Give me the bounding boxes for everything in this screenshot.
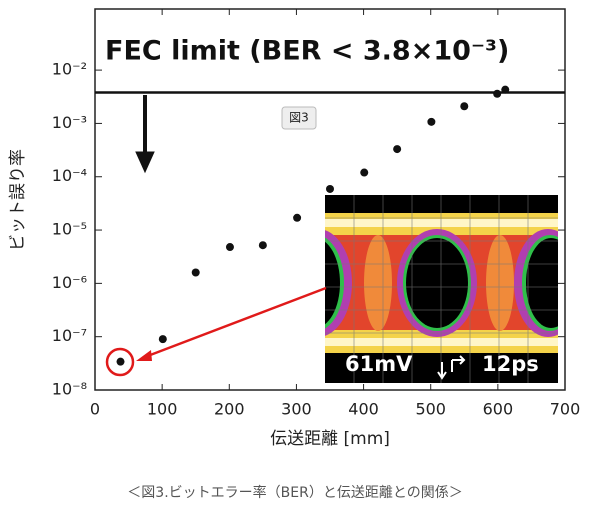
x-tick-label: 700: [550, 400, 581, 419]
x-tick-label: 500: [415, 400, 446, 419]
data-point: [493, 89, 502, 98]
data-point: [501, 85, 510, 94]
y-tick-label: 10⁻⁵: [52, 220, 87, 239]
data-point: [258, 241, 267, 250]
x-tick-label: 300: [281, 400, 312, 419]
data-point: [326, 184, 334, 193]
y-tick-label: 10⁻⁷: [52, 326, 87, 345]
red-arrow: [144, 286, 327, 359]
inset-label: 61mV: [345, 352, 413, 376]
y-tick-label: 10⁻²: [52, 60, 87, 79]
red-arrow-head: [136, 350, 152, 361]
x-tick-label: 0: [90, 400, 100, 419]
x-tick-label: 400: [348, 400, 379, 419]
y-tick-label: 10⁻³: [52, 113, 87, 132]
plot-frame: [94, 8, 566, 391]
data-point: [460, 102, 469, 111]
x-tick-label: 200: [214, 400, 245, 419]
y-tick-label: 10⁻⁸: [52, 380, 87, 399]
y-axis-label: ビット誤り率: [8, 149, 28, 251]
figure-badge: [281, 106, 317, 130]
data-point: [116, 357, 125, 366]
annotation: FEC limit (BER < 3.8×10⁻³): [105, 36, 509, 67]
eye-diagram: 61mV 12ps: [325, 195, 558, 383]
highlight-circle: [105, 347, 135, 377]
inset-label: 12ps: [482, 352, 539, 376]
x-tick-label: 100: [147, 400, 178, 419]
y-tick-label: 10⁻⁴: [52, 166, 87, 185]
arrow-head: [135, 151, 155, 174]
y-tick-label: 10⁻⁶: [52, 273, 87, 292]
data-point: [225, 243, 234, 252]
data-point: [427, 117, 436, 126]
data-point: [360, 168, 369, 177]
figure-badge-text: 図3: [289, 111, 309, 125]
data-point: [191, 268, 200, 277]
data-point: [393, 145, 402, 154]
data-point: [158, 335, 167, 344]
caption: ＜図3.ビットエラー率（BER）と伝送距離との関係＞: [127, 484, 462, 501]
data-point: [293, 213, 302, 222]
x-tick-label: 600: [483, 400, 514, 419]
x-axis-label: 伝送距離 [mm]: [270, 429, 390, 449]
